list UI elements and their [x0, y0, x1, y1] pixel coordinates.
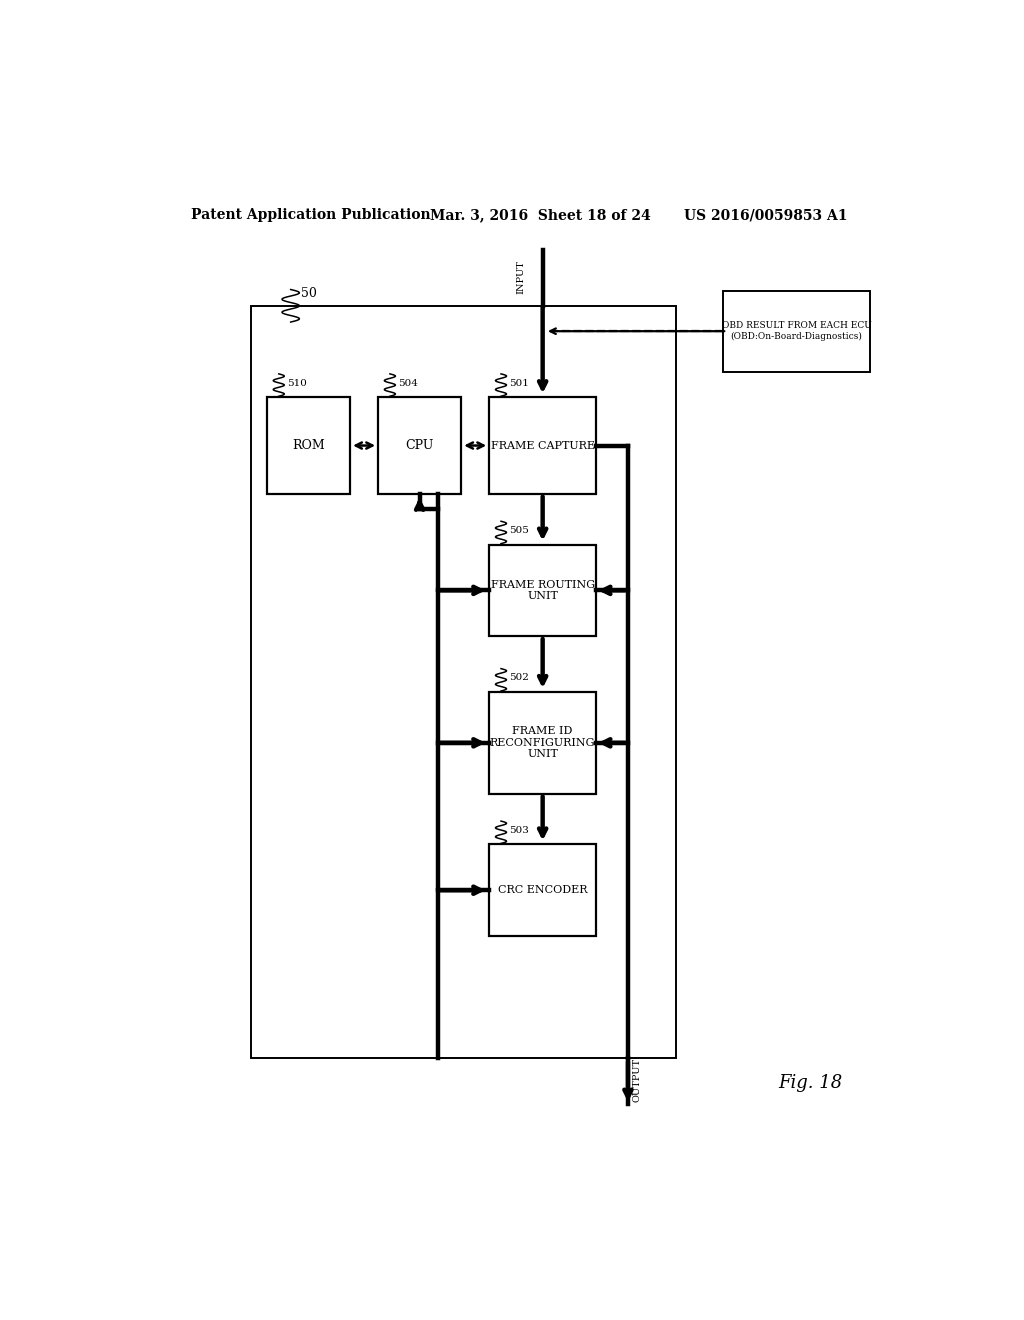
FancyBboxPatch shape — [267, 397, 350, 494]
Text: 501: 501 — [509, 379, 528, 388]
FancyBboxPatch shape — [251, 306, 676, 1057]
Text: 503: 503 — [509, 826, 528, 834]
Text: OBD RESULT FROM EACH ECU
(OBD:On-Board-Diagnostics): OBD RESULT FROM EACH ECU (OBD:On-Board-D… — [722, 321, 871, 341]
Text: OUTPUT: OUTPUT — [633, 1059, 642, 1102]
Text: Patent Application Publication: Patent Application Publication — [191, 209, 431, 222]
Text: Fig. 18: Fig. 18 — [778, 1074, 843, 1093]
Text: 505: 505 — [509, 525, 528, 535]
Text: US 2016/0059853 A1: US 2016/0059853 A1 — [684, 209, 847, 222]
FancyBboxPatch shape — [723, 290, 870, 372]
FancyBboxPatch shape — [489, 397, 596, 494]
Text: FRAME ID
RECONFIGURING
UNIT: FRAME ID RECONFIGURING UNIT — [489, 726, 595, 759]
Text: CPU: CPU — [406, 440, 434, 451]
FancyBboxPatch shape — [489, 692, 596, 793]
Text: 510: 510 — [287, 379, 306, 388]
Text: ROM: ROM — [292, 440, 325, 451]
FancyBboxPatch shape — [489, 545, 596, 636]
FancyBboxPatch shape — [378, 397, 461, 494]
Text: CRC ENCODER: CRC ENCODER — [498, 886, 588, 895]
Text: 502: 502 — [509, 673, 528, 682]
Text: FRAME ROUTING
UNIT: FRAME ROUTING UNIT — [490, 579, 595, 601]
Text: 50: 50 — [301, 286, 316, 300]
Text: 504: 504 — [397, 379, 418, 388]
FancyBboxPatch shape — [489, 845, 596, 936]
Text: Mar. 3, 2016  Sheet 18 of 24: Mar. 3, 2016 Sheet 18 of 24 — [430, 209, 650, 222]
Text: INPUT: INPUT — [516, 260, 525, 294]
Text: FRAME CAPTURE: FRAME CAPTURE — [490, 441, 595, 450]
